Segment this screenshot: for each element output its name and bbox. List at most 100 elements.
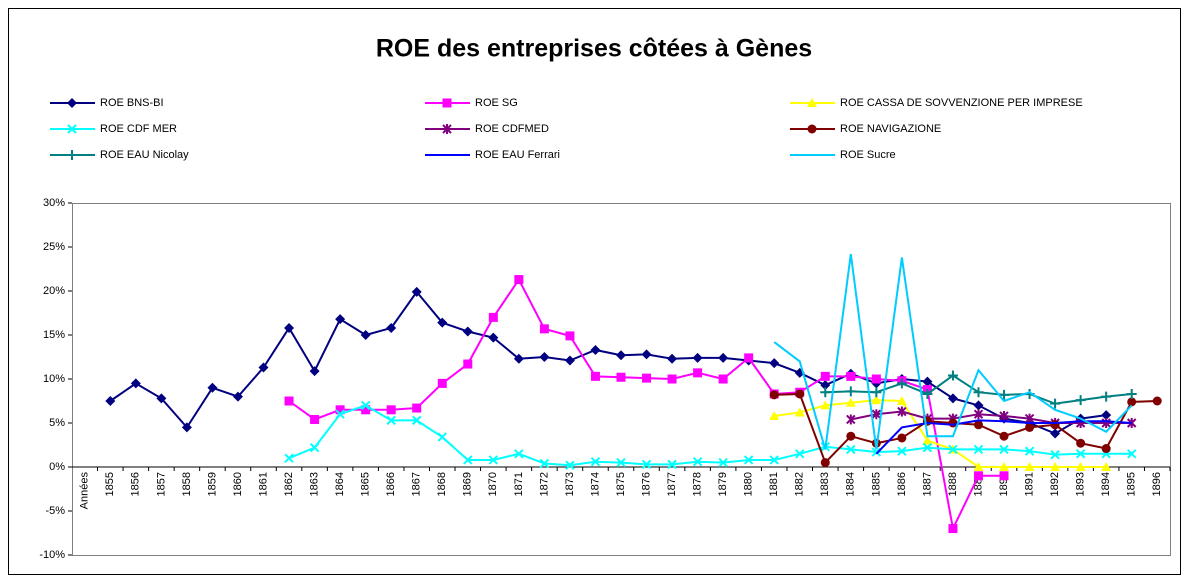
marker-diamond xyxy=(156,393,167,404)
marker-square xyxy=(412,403,422,413)
x-tick-label: 1875 xyxy=(615,472,627,496)
marker-circle xyxy=(1152,396,1162,406)
marker-plus xyxy=(1126,388,1137,399)
legend-label: ROE EAU Ferrari xyxy=(475,149,560,161)
marker-square xyxy=(488,312,498,322)
marker-diamond xyxy=(181,422,192,433)
legend-label: ROE Sucre xyxy=(840,149,896,161)
marker-diamond xyxy=(973,400,984,411)
x-tick-label: 1868 xyxy=(436,472,448,496)
marker-diamond xyxy=(718,352,729,363)
legend-item: ROE CDF MER xyxy=(50,123,177,135)
x-tick-label: Années xyxy=(79,472,91,510)
marker-x xyxy=(999,444,1009,455)
marker-star xyxy=(973,409,984,420)
marker-square xyxy=(442,98,452,108)
marker-square xyxy=(846,371,856,381)
x-tick-label: 1858 xyxy=(181,472,193,496)
legend-item: ROE EAU Ferrari xyxy=(425,149,560,161)
marker-circle xyxy=(795,389,805,399)
legend-label: ROE NAVIGAZIONE xyxy=(840,123,941,135)
marker-diamond xyxy=(667,353,678,364)
x-tick-label: 1876 xyxy=(640,472,652,496)
marker-square xyxy=(386,405,396,415)
x-tick-label: 1885 xyxy=(870,472,882,496)
marker-diamond xyxy=(488,332,499,343)
marker-diamond xyxy=(67,98,77,108)
legend-label: ROE CDFMED xyxy=(475,123,549,135)
marker-diamond xyxy=(1050,428,1061,439)
marker-triangle xyxy=(999,462,1010,471)
marker-diamond xyxy=(462,326,473,337)
marker-diamond xyxy=(130,378,141,389)
x-tick-label: 1859 xyxy=(206,472,218,496)
x-tick-label: 1880 xyxy=(743,472,755,496)
marker-circle xyxy=(1127,397,1137,407)
series-line xyxy=(850,410,1132,424)
marker-diamond xyxy=(411,286,422,297)
legend-item: ROE EAU Nicolay xyxy=(50,149,189,161)
marker-diamond xyxy=(590,344,601,355)
marker-circle xyxy=(897,433,907,443)
x-tick-label: 1863 xyxy=(308,472,320,496)
marker-square xyxy=(642,373,652,383)
marker-star xyxy=(1024,413,1035,424)
legend-item: ROE CDFMED xyxy=(425,123,549,135)
marker-circle xyxy=(1050,420,1060,430)
marker-x xyxy=(743,455,754,465)
y-tick-label: 10% xyxy=(43,373,65,385)
x-tick-label: 1887 xyxy=(921,472,933,496)
x-tick-label: 1874 xyxy=(589,472,601,496)
marker-x xyxy=(360,400,371,411)
x-tick-label: 1894 xyxy=(1100,472,1112,496)
marker-x xyxy=(718,457,728,468)
marker-diamond xyxy=(692,352,703,363)
marker-plus xyxy=(896,378,907,389)
marker-plus xyxy=(845,386,856,397)
marker-diamond xyxy=(922,376,933,387)
marker-square xyxy=(437,378,447,388)
marker-circle xyxy=(1101,444,1111,454)
x-tick-label: 1870 xyxy=(487,472,499,496)
marker-square xyxy=(667,374,677,384)
marker-diamond xyxy=(641,349,652,360)
series-line xyxy=(774,399,1107,468)
marker-diamond xyxy=(284,322,295,333)
y-tick-label: 20% xyxy=(43,285,65,297)
marker-x xyxy=(973,444,984,455)
marker-diamond xyxy=(207,382,218,393)
marker-x xyxy=(692,457,703,467)
marker-diamond xyxy=(437,317,448,328)
marker-plus xyxy=(820,387,831,398)
legend-label: ROE CDF MER xyxy=(100,123,177,135)
marker-x xyxy=(67,124,77,134)
x-tick-label: 1873 xyxy=(564,472,576,496)
marker-x xyxy=(514,449,524,459)
marker-x xyxy=(1050,449,1060,460)
marker-x xyxy=(769,455,779,465)
marker-triangle xyxy=(896,396,907,405)
marker-circle xyxy=(846,431,856,441)
marker-square xyxy=(871,374,881,384)
marker-star xyxy=(1126,418,1137,428)
marker-square xyxy=(948,524,958,534)
marker-triangle xyxy=(820,400,831,410)
marker-triangle xyxy=(794,407,805,417)
marker-square xyxy=(616,372,626,382)
marker-diamond xyxy=(513,353,524,364)
marker-diamond xyxy=(309,366,320,377)
marker-x xyxy=(616,457,626,468)
x-tick-label: 1867 xyxy=(411,472,423,496)
marker-x xyxy=(846,444,856,455)
marker-x xyxy=(871,447,882,457)
series-line xyxy=(109,290,1107,435)
marker-plus xyxy=(922,388,933,399)
legend-label: ROE CASSA DE SOVVENZIONE PER IMPRESE xyxy=(840,97,1083,109)
x-tick-label: 1864 xyxy=(334,472,346,496)
marker-circle xyxy=(820,458,830,468)
marker-x xyxy=(1024,446,1035,456)
legend-item: ROE Sucre xyxy=(790,149,896,161)
series-line xyxy=(774,392,1158,465)
marker-plus xyxy=(67,150,77,160)
